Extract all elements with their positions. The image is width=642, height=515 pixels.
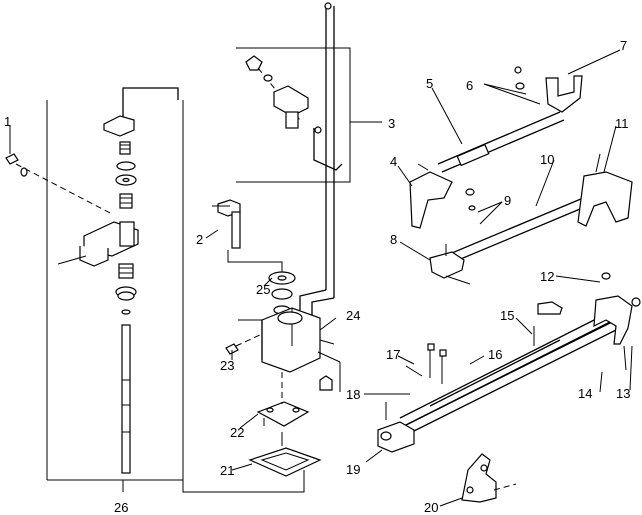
callout-11: 11 — [615, 116, 629, 131]
bolt-23 — [225, 333, 263, 355]
callout-12: 12 — [540, 269, 554, 284]
callout-26: 26 — [114, 500, 128, 515]
callout-18: 18 — [346, 387, 360, 402]
callout-9: 9 — [504, 193, 511, 208]
callout-21: 21 — [220, 463, 234, 478]
shifter-housing-24 — [238, 307, 341, 392]
callout-23: 23 — [220, 358, 234, 373]
callout-8: 8 — [390, 232, 397, 247]
inset-box-3 — [236, 47, 382, 183]
middle-shift-rail-10 — [429, 153, 633, 285]
callout-10: 10 — [540, 152, 554, 167]
callout-24: 24 — [346, 308, 360, 323]
callout-20: 20 — [424, 500, 438, 515]
callout-labels: 1 2 3 4 5 6 7 8 9 10 11 12 13 14 15 16 1… — [4, 38, 630, 515]
washer-stack-25 — [268, 271, 296, 315]
callout-3: 3 — [388, 116, 395, 131]
callout-2: 2 — [196, 232, 203, 247]
left-bracket-group — [46, 100, 184, 492]
callout-15: 15 — [500, 308, 514, 323]
callout-17: 17 — [386, 347, 400, 362]
callout-7: 7 — [620, 38, 627, 53]
callout-22: 22 — [230, 425, 244, 440]
callout-6: 6 — [466, 78, 473, 93]
left-shift-rail — [5, 87, 179, 474]
gasket-21 — [248, 432, 322, 477]
upper-shift-rail-5 — [409, 66, 583, 229]
center-bracket-group — [182, 100, 305, 493]
callout-5: 5 — [426, 76, 433, 91]
callout-19: 19 — [346, 462, 360, 477]
lower-shift-rails-15 — [377, 272, 641, 453]
callout-13: 13 — [616, 386, 630, 401]
shift-lever-2 — [212, 199, 283, 272]
center-rod — [299, 2, 335, 318]
callout-16: 16 — [488, 347, 502, 362]
bracket-20 — [461, 453, 517, 503]
callout-25: 25 — [256, 282, 270, 297]
callout-1: 1 — [4, 114, 11, 129]
leader-lines — [205, 49, 633, 507]
callout-14: 14 — [578, 386, 592, 401]
callout-4: 4 — [390, 154, 397, 169]
gasket-22 — [256, 372, 310, 427]
